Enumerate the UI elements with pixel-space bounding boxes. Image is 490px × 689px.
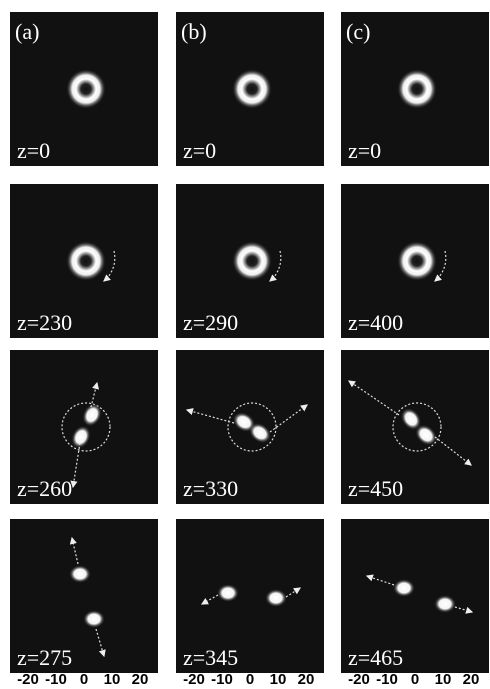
vortex-ring <box>66 241 106 281</box>
z-label: z=0 <box>17 138 50 163</box>
axis-tick-label: 10 <box>435 671 452 688</box>
panel: z=400 <box>341 184 489 338</box>
panel: z=450 <box>341 350 489 504</box>
beam <box>397 69 437 109</box>
axis-tick-label: 10 <box>104 671 121 688</box>
axis-tick-label: -10 <box>211 671 233 688</box>
axis-tick-label: 0 <box>80 671 88 688</box>
z-label: z=450 <box>348 476 403 501</box>
vortex-ring <box>397 241 437 281</box>
soliton <box>69 565 91 583</box>
soliton <box>434 595 456 613</box>
axis-tick-label: 20 <box>298 671 315 688</box>
z-label: z=330 <box>183 476 238 501</box>
panel: z=290 <box>176 184 324 338</box>
soliton <box>393 579 415 597</box>
panel: z=0 (a) <box>10 12 158 166</box>
axis-tick-label: 0 <box>411 671 419 688</box>
beam <box>232 69 272 109</box>
vortex-ring <box>397 69 437 109</box>
vortex-ring <box>232 241 272 281</box>
beam <box>66 69 106 109</box>
soliton <box>265 589 287 607</box>
z-label: z=400 <box>348 310 403 335</box>
column-label: (a) <box>15 19 39 44</box>
z-label: z=0 <box>348 138 381 163</box>
z-label: z=275 <box>17 645 72 670</box>
column-label: (b) <box>181 19 207 44</box>
vortex-ring <box>66 69 106 109</box>
axis-tick-label: -10 <box>376 671 398 688</box>
panel: z=330 <box>176 350 324 504</box>
z-label: z=260 <box>17 476 72 501</box>
axis-tick-label: 20 <box>132 671 149 688</box>
figure: z=0(a)z=230z=260z=275-20-1001020z=0(b)z=… <box>0 0 490 689</box>
z-label: z=465 <box>348 645 403 670</box>
axis-tick-label: -10 <box>45 671 67 688</box>
panel: z=260 <box>10 350 158 504</box>
panel: z=465 <box>341 519 489 673</box>
z-label: z=345 <box>183 645 238 670</box>
z-label: z=230 <box>17 310 72 335</box>
axis-tick-label: -20 <box>17 671 39 688</box>
panel: z=345 <box>176 519 324 673</box>
axis-tick-label: 10 <box>270 671 287 688</box>
z-label: z=0 <box>183 138 216 163</box>
panel: z=230 <box>10 184 158 338</box>
axis-tick-label: -20 <box>183 671 205 688</box>
panel: z=275 <box>10 519 158 673</box>
soliton <box>83 610 105 628</box>
z-label: z=290 <box>183 310 238 335</box>
axis-tick-label: 0 <box>246 671 254 688</box>
column-label: (c) <box>346 19 370 44</box>
panel: z=0 (c) <box>341 12 489 166</box>
axis-tick-label: -20 <box>348 671 370 688</box>
axis-tick-label: 20 <box>463 671 480 688</box>
panel: z=0 (b) <box>176 12 324 166</box>
vortex-ring <box>232 69 272 109</box>
soliton <box>217 584 239 602</box>
